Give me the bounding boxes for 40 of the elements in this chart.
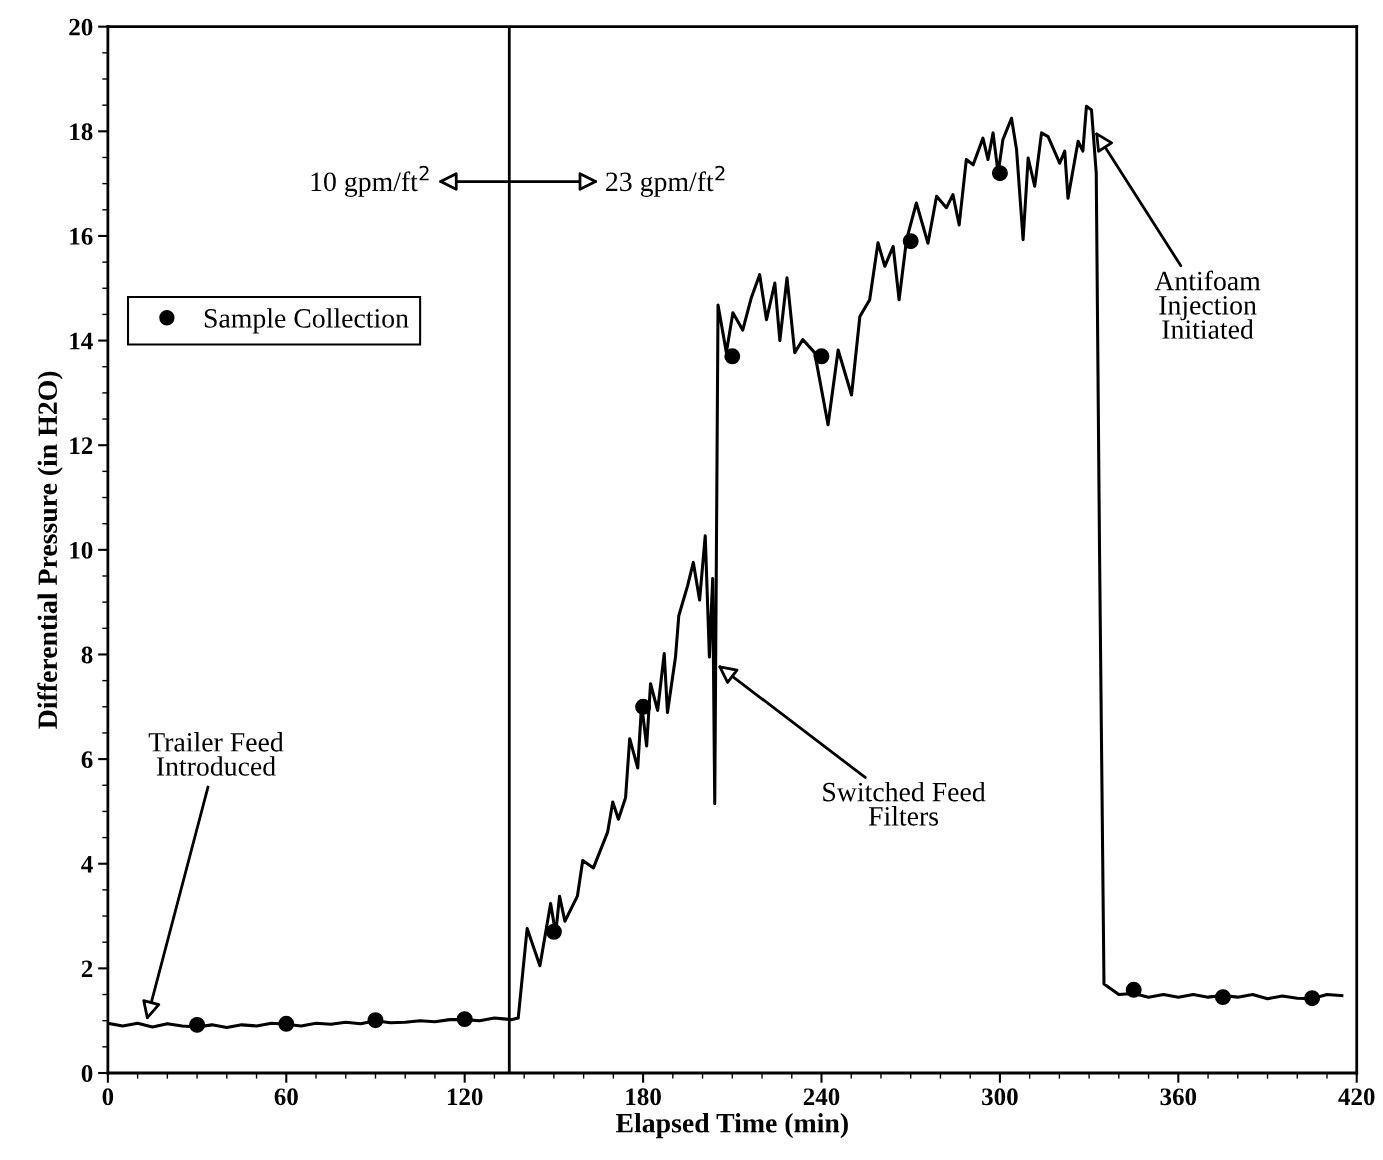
point [635, 698, 652, 715]
point [724, 348, 741, 365]
legend-label: Sample Collection [204, 308, 409, 334]
x-tick-label: 420 [1338, 1088, 1375, 1106]
point [1304, 990, 1321, 1007]
point [367, 1012, 384, 1029]
point [545, 923, 562, 940]
x-tick-label: 360 [1160, 1088, 1197, 1106]
y-tick-label: 4 [81, 855, 93, 873]
point [902, 233, 919, 250]
x-axis-title: Elapsed Time (min) [615, 1113, 848, 1139]
x-tick-label: 0 [102, 1088, 114, 1106]
y-tick-label: 14 [70, 332, 93, 350]
point [456, 1011, 473, 1028]
annotation: 10 gpm/ft$^{2}$ [311, 165, 429, 197]
annotation: Antifoam Injection Initiated [1154, 270, 1261, 339]
y-tick-label: 16 [70, 228, 93, 245]
y-tick-label: 20 [69, 18, 93, 36]
point [1214, 989, 1231, 1006]
y-tick-label: 12 [70, 437, 93, 454]
y-tick-label: 6 [81, 751, 93, 769]
annotation: Switched Feed Filters [823, 781, 986, 826]
y-tick-label: 8 [81, 646, 93, 664]
point [278, 1015, 295, 1032]
y-tick-label: 0 [81, 1065, 93, 1082]
x-tick-label: 60 [274, 1088, 298, 1106]
annotation: 23 gpm/ft$^{2}$ [606, 165, 725, 197]
y-tick-label: 2 [81, 960, 93, 978]
x-tick-label: 180 [626, 1088, 661, 1106]
y-tick-label: 18 [70, 123, 93, 141]
x-tick-label: 240 [803, 1088, 840, 1106]
point [991, 165, 1008, 182]
y-tick-label: 10 [70, 541, 93, 559]
annotation: Trailer Feed Introduced [148, 732, 284, 776]
point [1125, 981, 1142, 998]
point [189, 1016, 206, 1033]
x-tick-label: 300 [982, 1088, 1018, 1106]
x-tick-label: 120 [447, 1088, 483, 1106]
point [813, 348, 830, 365]
y-axis-title: Differential Pressure (in H2O) [37, 371, 63, 729]
